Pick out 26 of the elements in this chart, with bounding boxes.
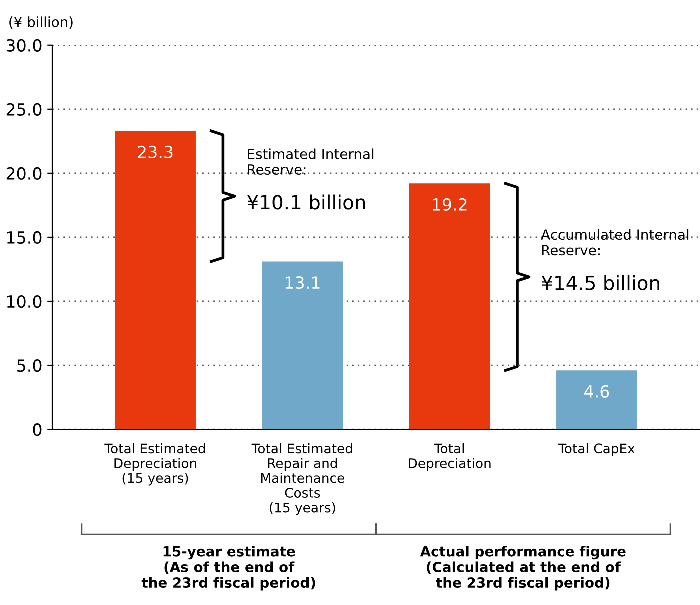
y-axis-title: (¥ billion) <box>10 16 73 30</box>
data-label: 4.6 <box>584 385 610 398</box>
x-tick-label: Total CapEx <box>558 443 635 456</box>
bar <box>115 131 196 430</box>
y-tick-label: 20.0 <box>6 167 42 180</box>
y-tick-label: 15.0 <box>8 231 42 244</box>
data-label: 13.1 <box>286 276 320 290</box>
text: 15-year estimate (As of the end of the 23rd fiscal period) <box>142 546 316 591</box>
annotation: Estimated Internal Reserve: <box>248 148 374 175</box>
y-tick-label: 25.0 <box>6 103 42 116</box>
y-tick-label: 5.0 <box>18 359 42 372</box>
data-label: 19.2 <box>433 198 467 212</box>
annotation: Accumulated Internal Reserve: <box>541 229 689 256</box>
y-tick-label: 30.0 <box>6 39 42 52</box>
y-tick-label: 10.0 <box>8 295 42 308</box>
x-tick-label: Total Estimated Depreciation (15 years) <box>104 443 206 486</box>
annotation: ¥10.1 billion <box>248 194 366 210</box>
bar <box>262 262 344 430</box>
x-tick-label: Total Estimated Repair and Maintenance Costs (15 years) <box>252 443 352 516</box>
bar <box>409 184 490 430</box>
text: Actual performance figure (Calculated at the end of the 23rd fiscal period) <box>420 546 626 591</box>
bar <box>556 370 638 430</box>
y-tick-label: 0 <box>33 424 42 436</box>
data-label: 23.3 <box>138 146 173 158</box>
annotation: ¥14.5 billion <box>542 275 660 290</box>
x-tick-label: Total Depreciation <box>409 443 491 471</box>
